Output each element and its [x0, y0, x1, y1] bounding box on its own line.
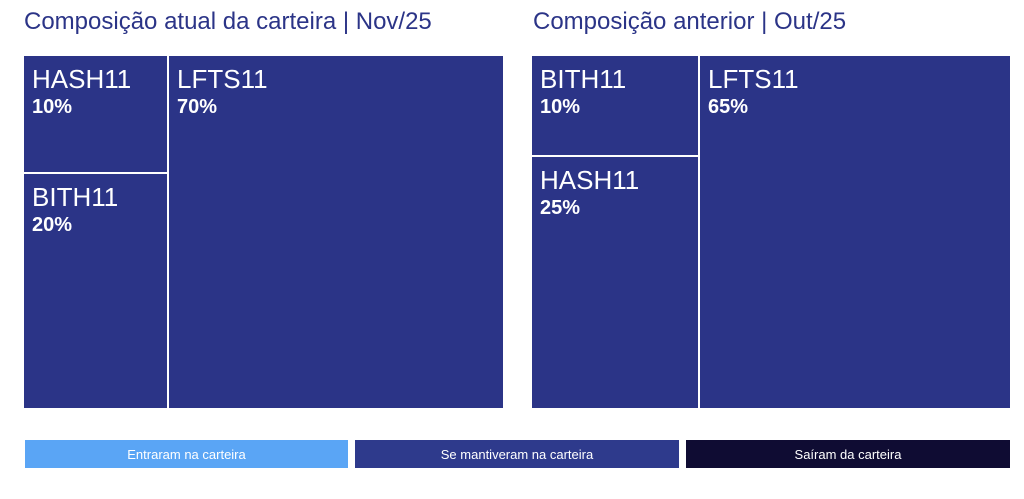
tile-percent: 25% [540, 197, 581, 219]
tile-name: BITH11 [540, 64, 627, 94]
tile-percent: 65% [708, 96, 749, 118]
legend-kept: Se mantiveram na carteira [355, 440, 679, 468]
tile-name: LFTS11 [708, 64, 799, 94]
previous-chart-title: Composição anterior | Out/25 [533, 8, 847, 35]
tile-hash11-current: HASH11 10% [24, 56, 167, 172]
tile-name: HASH11 [32, 64, 132, 94]
current-chart-title: Composição atual da carteira | Nov/25 [24, 8, 432, 35]
tile-percent: 70% [177, 96, 218, 118]
tile-hash11-previous: HASH11 25% [532, 157, 698, 408]
tile-bith11-current: BITH11 20% [24, 174, 167, 408]
tile-percent: 20% [32, 214, 73, 236]
legend-entered: Entraram na carteira [25, 440, 348, 468]
tile-name: BITH11 [32, 182, 119, 212]
legend-exited: Saíram da carteira [686, 440, 1010, 468]
tile-lfts11-current: LFTS11 70% [169, 56, 503, 408]
tile-lfts11-previous: LFTS11 65% [700, 56, 1010, 408]
tile-percent: 10% [32, 96, 73, 118]
tile-percent: 10% [540, 96, 581, 118]
tile-name: HASH11 [540, 165, 640, 195]
tile-bith11-previous: BITH11 10% [532, 56, 698, 155]
tile-name: LFTS11 [177, 64, 268, 94]
